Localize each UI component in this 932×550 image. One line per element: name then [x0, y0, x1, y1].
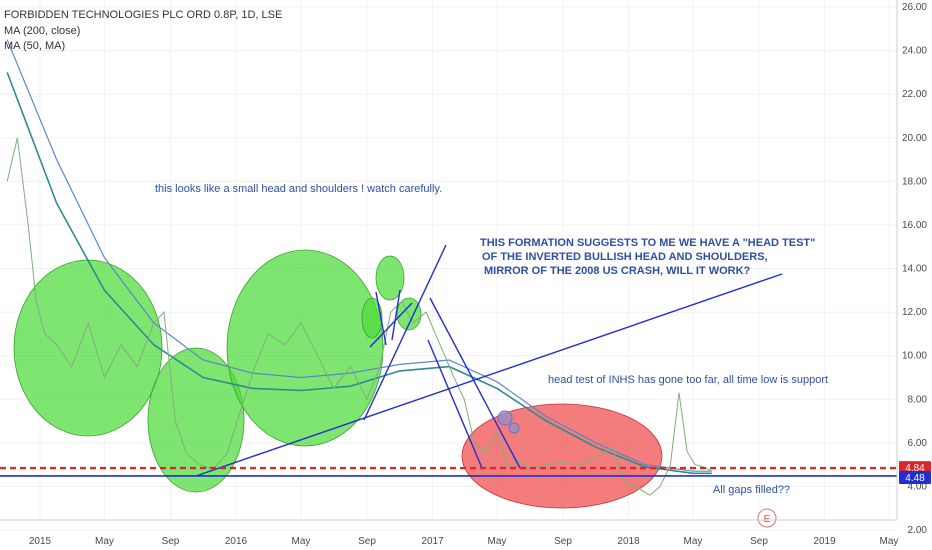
x-tick-label: 2016	[225, 536, 248, 547]
x-tick-label: 2015	[29, 536, 52, 547]
price-badge-red-label: 4.84	[905, 463, 925, 474]
x-tick-label: May	[684, 536, 703, 547]
y-tick-label: 18.00	[902, 176, 927, 187]
highlight-zones	[13, 249, 663, 509]
annotation-inhs: head test of INHS has gone too far, all …	[548, 374, 828, 386]
trendline-head-left	[375, 291, 387, 346]
annotation-gaps: All gaps filled??	[713, 484, 790, 496]
trendline-inner-rise	[369, 302, 413, 348]
marker-circle	[508, 422, 520, 434]
x-tick-label: 2018	[617, 536, 640, 547]
x-tick-label: Sep	[162, 536, 180, 547]
green-zone-head	[147, 347, 245, 493]
y-tick-label: 16.00	[902, 220, 927, 231]
y-tick-label: 10.00	[902, 351, 927, 362]
annotation-head-and-shoulders: this looks like a small head and shoulde…	[155, 183, 442, 195]
red-zone-head-test	[461, 403, 663, 509]
x-tick-label: May	[488, 536, 507, 547]
legend-ma200[interactable]: MA (200, close)	[4, 25, 80, 37]
trendline-head-right	[391, 289, 401, 341]
x-tick-label: May	[95, 536, 114, 547]
x-tick-label: May	[292, 536, 311, 547]
earnings-marker[interactable]: E	[757, 508, 777, 528]
legend-symbol[interactable]: FORBIDDEN TECHNOLOGIES PLC ORD 0.8P, 1D,…	[4, 9, 282, 21]
x-tick-label: 2019	[813, 536, 836, 547]
y-tick-label: 6.00	[908, 438, 928, 449]
trendline-neckline-long	[195, 273, 783, 477]
green-zone-small-head	[375, 255, 405, 301]
y-tick-label: 14.00	[902, 264, 927, 275]
y-tick-label: 12.00	[902, 307, 927, 318]
trendline-downtrend-2	[427, 339, 483, 469]
y-tick-label: 24.00	[902, 46, 927, 57]
green-zone-small-left	[361, 297, 383, 339]
y-tick-label: 22.00	[902, 89, 927, 100]
marker-circle	[497, 410, 513, 426]
trendlines	[195, 244, 783, 477]
annotation-formation-line2: OF THE INVERTED BULLISH HEAD AND SHOULDE…	[482, 251, 768, 263]
legend: FORBIDDEN TECHNOLOGIES PLC ORD 0.8P, 1D,…	[4, 9, 282, 52]
legend-ma50[interactable]: MA (50, MA)	[4, 40, 65, 52]
price-badge-blue: 4.48	[899, 470, 931, 484]
y-tick-label: 8.00	[908, 394, 928, 405]
trendline-downtrend-1	[429, 297, 521, 469]
price-badge-blue-label: 4.48	[905, 473, 925, 484]
green-zone-small-right	[396, 297, 422, 331]
y-tick-label: 26.00	[902, 2, 927, 13]
x-tick-label: Sep	[358, 536, 376, 547]
x-tick-label: Sep	[554, 536, 572, 547]
y-tick-label: 2.00	[908, 525, 928, 536]
x-tick-label: Sep	[750, 536, 768, 547]
ma200-line	[6, 39, 712, 472]
y-tick-label: 4.00	[908, 481, 928, 492]
x-tick-label: 2017	[421, 536, 444, 547]
x-tick-label: May	[880, 536, 899, 547]
y-axis[interactable]: 26.00 24.00 22.00 20.00 18.00 16.00 14.00 12.00…	[902, 2, 927, 536]
annotation-formation-line3: MIRROR OF THE 2008 US CRASH, WILL IT WOR…	[484, 265, 751, 277]
trendline-upper-steep	[363, 244, 447, 421]
y-tick-label: 20.00	[902, 133, 927, 144]
price-badge-red: 4.84	[899, 461, 931, 475]
annotation-formation-line1: THIS FORMATION SUGGESTS TO ME WE HAVE A …	[480, 237, 815, 249]
x-axis[interactable]: 2015 May Sep 2016 May Sep 2017 May Sep 2018 May Sep…	[29, 536, 899, 547]
green-zone-left-shoulder	[13, 259, 163, 437]
green-zone-right-shoulder	[226, 249, 384, 447]
